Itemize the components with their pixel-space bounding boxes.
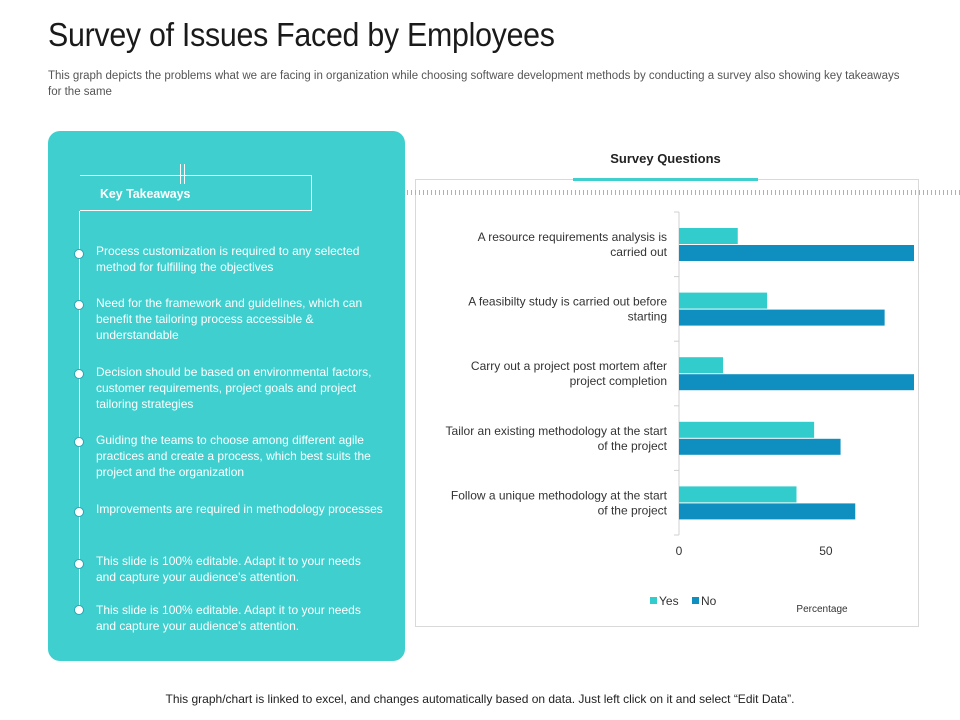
x-tick-label: 0 — [676, 544, 683, 558]
category-label-line: Carry out a project post mortem after — [471, 359, 667, 373]
takeaway-text: Decision should be based on environmenta… — [96, 365, 372, 411]
legend-swatch-no — [692, 597, 699, 604]
category-label-line: project completion — [570, 374, 667, 388]
bar-no-1 — [679, 245, 914, 261]
page-title: Survey of Issues Faced by Employees — [48, 16, 555, 53]
bullet-dot-icon — [74, 605, 84, 615]
dotted-divider — [407, 190, 960, 195]
bar-yes-5 — [679, 486, 797, 503]
bar-no-4 — [679, 438, 841, 455]
frame-tick — [180, 164, 181, 184]
bullet-dot-icon — [74, 369, 84, 379]
takeaway-text: Process customization is required to any… — [96, 244, 360, 274]
bar-yes-1 — [679, 228, 738, 244]
key-takeaways-panel — [48, 131, 405, 661]
category-label-line: A resource requirements analysis is — [478, 230, 667, 244]
bullet-dot-icon — [74, 300, 84, 310]
category-label-line: of the project — [598, 503, 668, 517]
bar-no-3 — [679, 374, 914, 391]
category-label: Carry out a project post mortem after pro… — [471, 359, 667, 388]
category-label-line: of the project — [598, 439, 668, 453]
legend-label-no: No — [701, 594, 717, 608]
x-tick-label: 50 — [819, 544, 833, 558]
legend-swatch-yes — [650, 597, 657, 604]
category-label: Follow a unique methodology at the start… — [451, 488, 668, 517]
category-label-line: A feasibilty study is carried out before — [468, 295, 667, 309]
takeaway-text: This slide is 100% editable. Adapt it to… — [96, 603, 361, 633]
takeaway-text: Need for the framework and guidelines, w… — [96, 296, 363, 342]
chart-header-underline — [573, 178, 758, 181]
bar-no-5 — [679, 503, 856, 520]
timeline-line — [79, 211, 80, 611]
bar-yes-4 — [679, 421, 815, 438]
key-takeaways-title: Key Takeaways — [100, 186, 191, 201]
category-label-line: starting — [628, 310, 667, 324]
category-label: Tailor an existing methodology at the st… — [446, 424, 668, 453]
takeaway-text: Improvements are required in methodology… — [96, 502, 383, 516]
bullet-dot-icon — [74, 437, 84, 447]
bullet-dot-icon — [74, 559, 84, 569]
category-label-line: Tailor an existing methodology at the st… — [446, 424, 668, 438]
category-label-line: carried out — [610, 245, 667, 259]
bullet-dot-icon — [74, 507, 84, 517]
takeaway-text: Guiding the teams to choose among differ… — [96, 433, 371, 479]
category-label: A resource requirements analysis is carri… — [478, 230, 668, 259]
frame-tick — [184, 164, 185, 184]
legend-label-yes: Yes — [659, 594, 679, 608]
bar-yes-2 — [679, 292, 768, 309]
bar-yes-3 — [679, 357, 724, 374]
footer-note: This graph/chart is linked to excel, and… — [165, 692, 795, 706]
key-takeaways-frame — [80, 175, 312, 211]
takeaway-text: This slide is 100% editable. Adapt it to… — [96, 554, 361, 584]
category-label-line: Follow a unique methodology at the start — [451, 488, 668, 502]
bar-no-2 — [679, 309, 885, 326]
chart-header: Survey Questions — [610, 151, 721, 166]
category-label: A feasibilty study is carried out before… — [468, 295, 667, 324]
page-subtitle: This graph depicts the problems what we … — [48, 70, 900, 98]
bullet-dot-icon — [74, 249, 84, 259]
x-axis-title: Percentage — [796, 604, 848, 615]
